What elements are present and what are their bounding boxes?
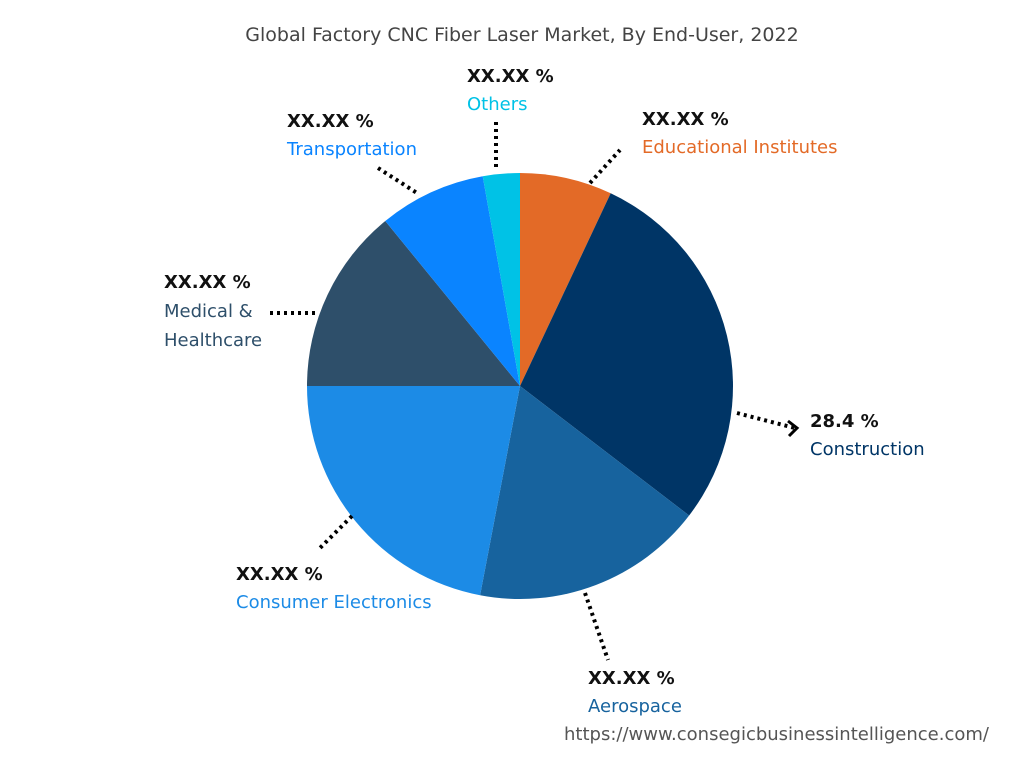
- source-url[interactable]: https://www.consegicbusinessintelligence…: [564, 724, 989, 745]
- slice-value: XX.XX %: [236, 564, 323, 585]
- leader-line-aerospace: [583, 592, 610, 661]
- label-transportation: XX.XX % Transportation: [287, 108, 417, 164]
- leader-line-construction: [736, 411, 796, 430]
- slice-value: 28.4 %: [810, 411, 879, 432]
- slice-name: Consumer Electronics: [236, 592, 432, 613]
- slice-value: XX.XX %: [588, 668, 675, 689]
- slice-name: Aerospace: [588, 696, 682, 717]
- label-others: XX.XX % Others: [467, 63, 554, 119]
- leader-line-educational: [588, 148, 622, 185]
- label-aerospace: XX.XX % Aerospace: [588, 665, 682, 721]
- leader-lines: [270, 122, 796, 661]
- pie-slice-others: [482, 173, 520, 386]
- label-consumer-electronics: XX.XX % Consumer Electronics: [236, 561, 432, 617]
- label-construction: 28.4 % Construction: [810, 408, 925, 464]
- pie-slice-transportation: [385, 176, 520, 386]
- label-medical: XX.XX % Medical & Healthcare: [164, 268, 274, 355]
- slice-name: Educational Institutes: [642, 137, 838, 158]
- pie-slice-educational-institutes: [520, 173, 611, 386]
- leader-line-consumer: [316, 514, 354, 552]
- pie-slice-construction: [520, 193, 733, 516]
- pie-slice-consumer-electronics: [307, 386, 520, 596]
- slice-name: Transportation: [287, 139, 417, 160]
- slice-value: XX.XX %: [642, 109, 729, 130]
- slice-value: XX.XX %: [467, 66, 554, 87]
- pie-slice-medical-healthcare: [307, 221, 520, 386]
- slice-value: XX.XX %: [287, 111, 374, 132]
- arrow-head-icon: [787, 419, 800, 438]
- pie-slice-aerospace: [480, 386, 690, 599]
- chart-title: Global Factory CNC Fiber Laser Market, B…: [245, 24, 799, 46]
- slice-value: XX.XX %: [164, 272, 251, 293]
- label-educational: XX.XX % Educational Institutes: [642, 106, 838, 162]
- slice-name: Medical & Healthcare: [164, 301, 263, 351]
- leader-line-transportation: [376, 166, 419, 195]
- slice-name: Others: [467, 94, 528, 115]
- slice-name: Construction: [810, 439, 925, 460]
